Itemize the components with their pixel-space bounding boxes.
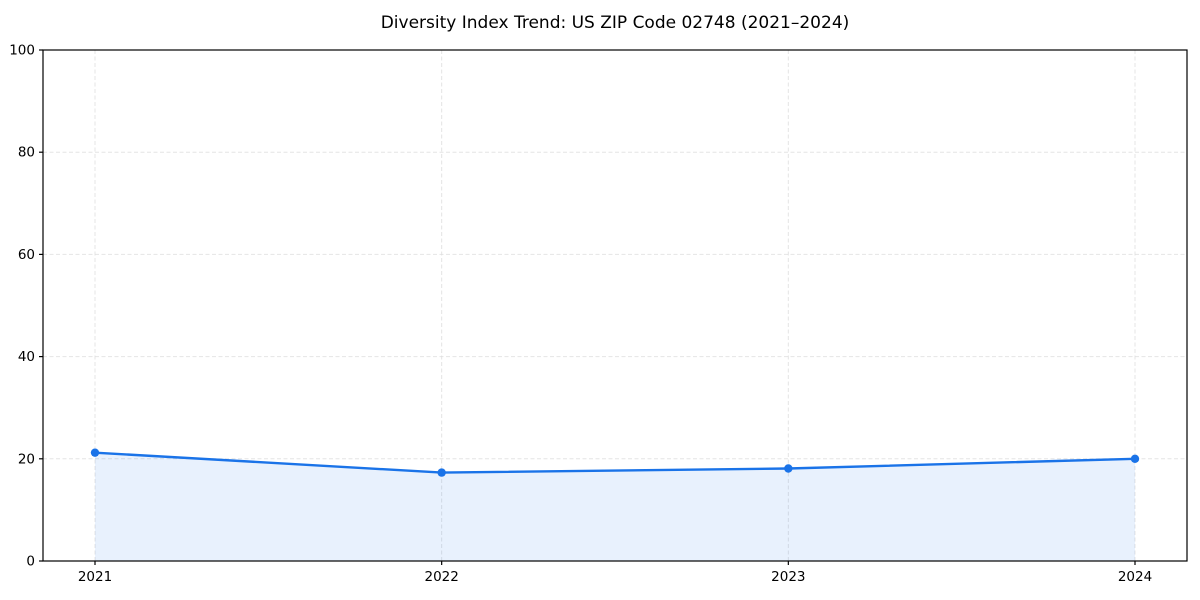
data-point-marker [784,464,793,473]
area-fill [95,452,1135,561]
data-point-marker [437,468,446,477]
y-tick-label: 40 [18,349,35,365]
data-points [90,448,1140,477]
data-point-marker [1130,454,1140,463]
y-tick-label: 100 [9,43,35,59]
plot-border [42,49,1188,562]
chart-title: Diversity Index Trend: US ZIP Code 02748… [381,13,850,33]
axis-ticks: 0 20 40 60 80 100 2021 2022 2023 2024 [9,43,1152,586]
x-tick-label: 2023 [771,569,805,585]
axes-spines [42,49,1188,562]
y-tick-label: 0 [26,554,35,570]
y-tick-label: 80 [18,145,35,161]
y-tick-label: 20 [18,451,35,467]
trend-line [93,451,1137,474]
data-point-marker [90,448,100,457]
trend-line-path [93,451,1137,474]
x-tick-label: 2022 [424,569,458,585]
x-tick-label: 2021 [78,569,112,585]
y-tick-label: 60 [18,247,35,263]
x-tick-label: 2024 [1118,569,1152,585]
area-under-line [95,452,1135,561]
